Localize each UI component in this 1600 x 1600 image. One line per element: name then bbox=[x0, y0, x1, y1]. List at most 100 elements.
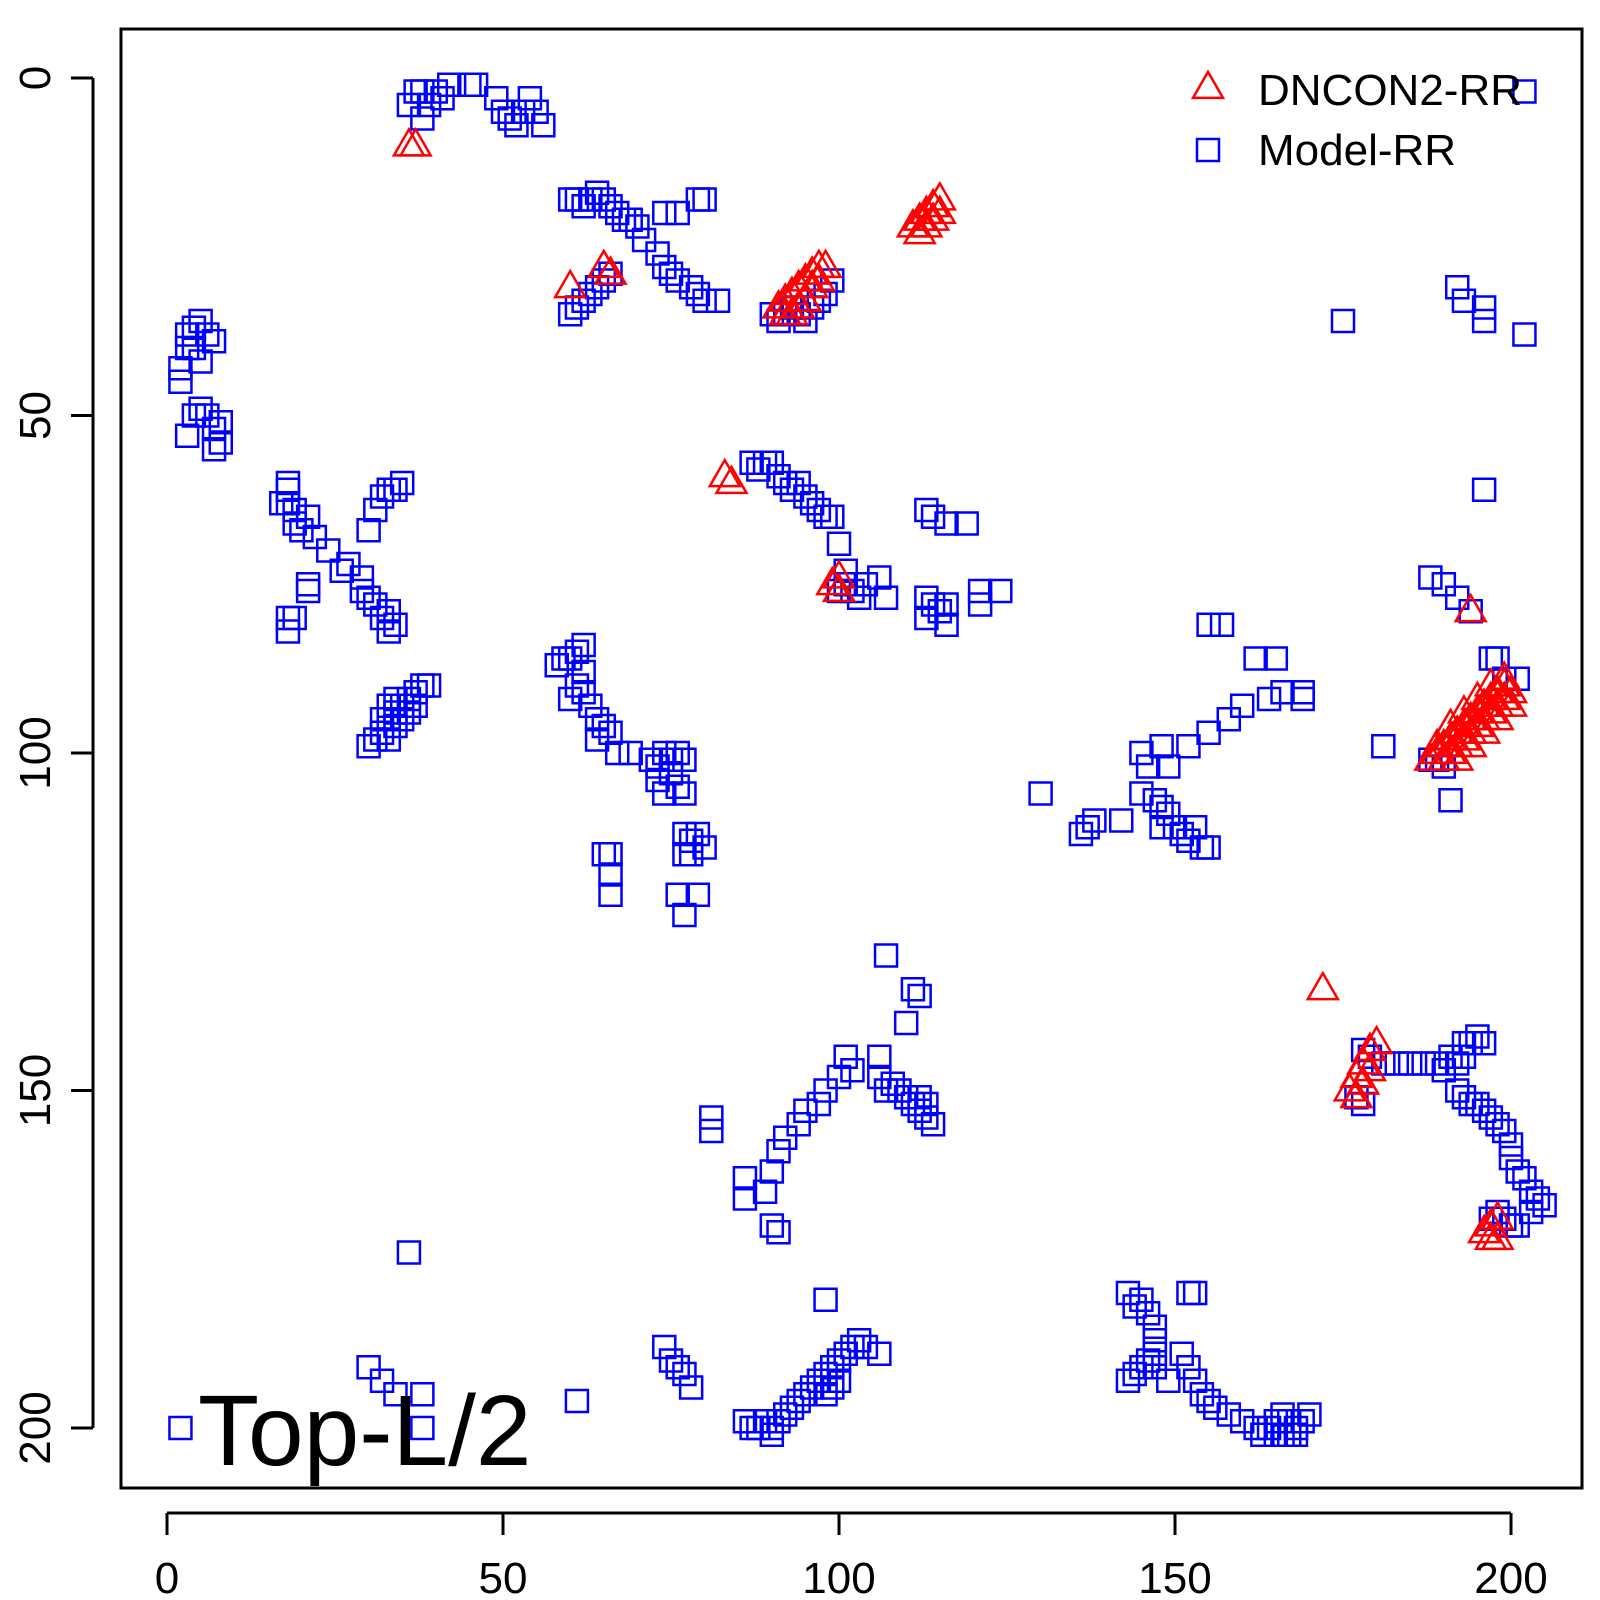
model-rr-point bbox=[914, 585, 939, 610]
model-rr-point bbox=[578, 281, 603, 307]
model-rr-point bbox=[564, 187, 590, 212]
model-rr-point bbox=[793, 1098, 818, 1123]
model-rr-point bbox=[1149, 815, 1174, 840]
model-rr-point bbox=[685, 821, 711, 847]
model-rr-point bbox=[1512, 1166, 1537, 1191]
model-rr-point bbox=[672, 1361, 697, 1387]
dncon2-rr-point bbox=[593, 255, 628, 285]
model-rr-point bbox=[907, 983, 932, 1009]
model-rr-point bbox=[289, 518, 314, 543]
model-rr-point bbox=[1505, 1159, 1530, 1184]
x-axis: 0 50 100 150 200 bbox=[155, 1511, 1548, 1600]
model-rr-point bbox=[396, 92, 422, 118]
model-rr-point bbox=[1525, 1186, 1551, 1211]
dncon2-rr-point bbox=[586, 248, 621, 279]
model-rr-point bbox=[1518, 1179, 1544, 1204]
model-rr-point bbox=[1129, 1287, 1154, 1312]
model-rr-point bbox=[658, 1348, 684, 1373]
model-rr-point bbox=[826, 531, 852, 556]
dncon2-rr-point bbox=[1352, 1031, 1388, 1062]
model-rr-point bbox=[181, 403, 207, 428]
model-rr-point bbox=[806, 1368, 832, 1393]
model-rr-point bbox=[571, 680, 596, 705]
dncon2-rr-point bbox=[553, 268, 588, 299]
model-rr-point bbox=[625, 214, 650, 239]
model-rr-point bbox=[188, 396, 213, 421]
model-rr-point bbox=[914, 497, 939, 523]
model-rr-point bbox=[168, 1415, 193, 1441]
model-rr-point bbox=[1424, 1051, 1450, 1076]
model-rr-point bbox=[954, 511, 979, 536]
model-rr-point bbox=[1451, 1085, 1477, 1110]
model-rr-point bbox=[282, 605, 307, 631]
dncon2-rr-point bbox=[1487, 660, 1522, 690]
model-rr-point bbox=[705, 288, 731, 313]
model-rr-point bbox=[282, 497, 307, 523]
model-rr-point bbox=[652, 200, 677, 226]
model-rr-point bbox=[369, 707, 395, 732]
model-rr-point bbox=[833, 1044, 858, 1069]
model-rr-point bbox=[598, 862, 623, 887]
model-rr-point bbox=[752, 1409, 778, 1434]
model-rr-point bbox=[208, 430, 234, 455]
model-rr-point bbox=[1276, 1409, 1302, 1434]
model-rr-point bbox=[584, 707, 610, 732]
model-rr-point bbox=[564, 673, 590, 698]
model-rr-point bbox=[934, 511, 959, 536]
model-rr-point bbox=[1229, 693, 1255, 718]
model-rr-point bbox=[746, 1415, 771, 1441]
model-rr-point bbox=[645, 241, 670, 266]
model-rr-point bbox=[1149, 734, 1174, 759]
model-rr-point bbox=[598, 194, 623, 219]
model-rr-point bbox=[356, 734, 381, 759]
model-rr-point bbox=[383, 700, 408, 725]
model-rr-point bbox=[786, 470, 811, 496]
model-rr-point bbox=[867, 1341, 892, 1366]
model-rr-point bbox=[786, 1112, 811, 1137]
model-rr-point bbox=[544, 653, 570, 678]
model-rr-point bbox=[168, 369, 193, 394]
model-rr-point bbox=[692, 835, 717, 860]
model-rr-point bbox=[853, 572, 879, 597]
model-rr-point bbox=[893, 1010, 919, 1036]
model-rr-point bbox=[867, 1044, 892, 1069]
dncon2-rr-point bbox=[707, 457, 742, 488]
model-rr-point bbox=[920, 592, 946, 617]
model-rr-point bbox=[403, 693, 428, 718]
model-rr-point bbox=[833, 1341, 858, 1366]
model-rr-point bbox=[759, 1213, 785, 1238]
model-rr-point bbox=[678, 275, 704, 300]
model-rr-point bbox=[665, 774, 690, 799]
model-rr-point bbox=[275, 477, 301, 502]
model-rr-point bbox=[658, 261, 684, 286]
model-rr-point bbox=[1297, 1402, 1322, 1427]
model-rr-point bbox=[685, 281, 711, 307]
model-rr-point bbox=[490, 99, 516, 124]
model-rr-point bbox=[813, 1287, 838, 1312]
model-rr-point bbox=[665, 268, 690, 293]
model-rr-point bbox=[1176, 828, 1201, 853]
model-rr-point bbox=[524, 99, 549, 124]
model-rr-point bbox=[813, 1078, 838, 1103]
model-rr-point bbox=[934, 612, 959, 637]
x-tick-label: 150 bbox=[1138, 1554, 1211, 1600]
model-rr-point bbox=[672, 902, 697, 928]
model-rr-point bbox=[1129, 781, 1154, 806]
model-rr-point bbox=[1438, 788, 1463, 813]
model-rr-point bbox=[1290, 1409, 1315, 1434]
model-rr-point bbox=[1182, 1368, 1208, 1393]
model-rr-point bbox=[410, 1382, 435, 1407]
model-rr-point bbox=[1263, 1409, 1289, 1434]
model-rr-point bbox=[652, 781, 677, 806]
model-rr-point bbox=[188, 349, 213, 374]
model-rr-point bbox=[430, 86, 455, 111]
model-rr-point bbox=[484, 86, 509, 111]
model-rr-point bbox=[1156, 754, 1181, 779]
model-rr-point bbox=[799, 491, 825, 516]
dncon2-rr-point bbox=[1305, 970, 1341, 1001]
model-rr-point bbox=[699, 1118, 724, 1144]
model-rr-point bbox=[504, 113, 529, 138]
model-rr-point bbox=[1451, 1044, 1477, 1069]
model-rr-point bbox=[766, 1139, 791, 1164]
model-rr-point bbox=[1182, 815, 1208, 840]
